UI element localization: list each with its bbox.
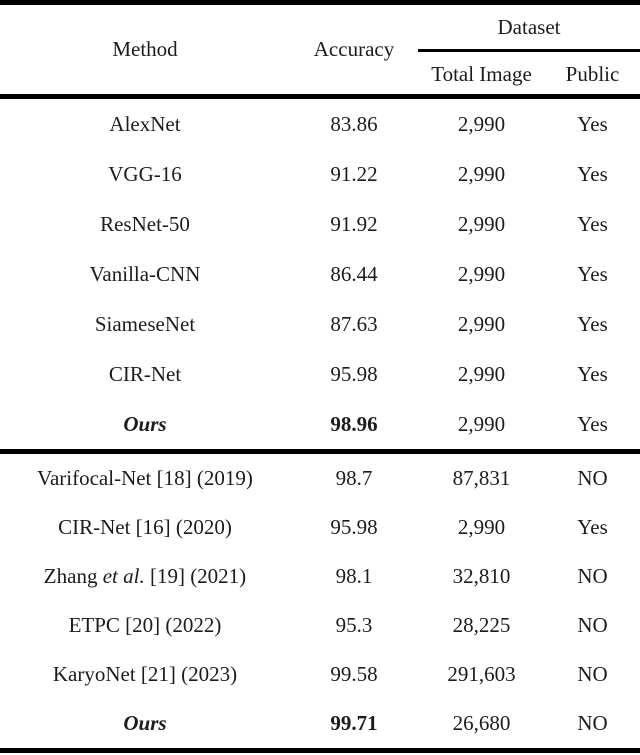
total-image-cell: 2,990 xyxy=(457,361,506,386)
accuracy-cell: 91.92 xyxy=(330,211,378,236)
total-image-cell: 2,990 xyxy=(457,111,506,136)
method-cell: Ours xyxy=(123,411,167,436)
table-row: Varifocal-Net [18] (2019) 98.7 87,831 NO xyxy=(0,454,640,503)
accuracy-cell: 91.22 xyxy=(330,161,378,186)
method-cell: VGG-16 xyxy=(108,161,182,186)
total-image-cell: 2,990 xyxy=(457,211,506,236)
accuracy-cell: 95.98 xyxy=(330,361,378,386)
public-cell: NO xyxy=(577,711,608,735)
total-image-cell: 87,831 xyxy=(452,466,511,490)
table-row: CIR-Net [16] (2020) 95.98 2,990 Yes xyxy=(0,503,640,552)
accuracy-cell: 95.98 xyxy=(330,515,378,539)
total-image-cell: 32,810 xyxy=(452,564,511,588)
table-row: SiameseNet 87.63 2,990 Yes xyxy=(0,299,640,349)
total-image-cell: 2,990 xyxy=(457,161,506,186)
method-cell: SiameseNet xyxy=(94,311,196,336)
accuracy-cell: 95.3 xyxy=(335,613,373,637)
column-header-method: Method xyxy=(112,37,178,61)
method-cell: AlexNet xyxy=(109,111,181,136)
table-row-ours: Ours 99.71 26,680 NO xyxy=(0,699,640,748)
accuracy-cell: 86.44 xyxy=(330,261,378,286)
table-row: Zhang et al. [19] (2021) 98.1 32,810 NO xyxy=(0,552,640,601)
table-row: Vanilla-CNN 86.44 2,990 Yes xyxy=(0,249,640,299)
method-cell: Zhang et al. [19] (2021) xyxy=(0,552,290,601)
public-cell: NO xyxy=(577,662,608,686)
table-section-literature: Varifocal-Net [18] (2019) 98.7 87,831 NO… xyxy=(0,454,640,748)
accuracy-cell: 83.86 xyxy=(330,111,378,136)
method-cell: ResNet-50 xyxy=(100,211,190,236)
method-text: [19] (2021) xyxy=(144,564,247,588)
dataset-subheaders: Total Image Public xyxy=(418,52,640,94)
public-cell: NO xyxy=(577,613,608,637)
accuracy-cell: 98.7 xyxy=(335,466,373,490)
public-cell: Yes xyxy=(577,361,608,386)
dataset-group-rule xyxy=(418,49,640,52)
table-top-rule xyxy=(0,0,640,5)
column-group-dataset: Dataset Total Image Public xyxy=(418,5,640,94)
accuracy-cell: 98.1 xyxy=(335,564,373,588)
total-image-cell: 2,990 xyxy=(457,411,506,436)
method-text-italic: et al. xyxy=(102,564,145,588)
column-header-public: Public xyxy=(565,61,620,86)
table-bottom-rule xyxy=(0,748,640,753)
method-cell: CIR-Net [16] (2020) xyxy=(58,515,232,539)
table-row-ours: Ours 98.96 2,990 Yes xyxy=(0,399,640,449)
accuracy-cell: 99.71 xyxy=(330,711,378,735)
table-row: AlexNet 83.86 2,990 Yes xyxy=(0,99,640,149)
table-row: KaryoNet [21] (2023) 99.58 291,603 NO xyxy=(0,650,640,699)
public-cell: Yes xyxy=(577,311,608,336)
header-bottom-rule xyxy=(0,94,640,99)
total-image-cell: 26,680 xyxy=(452,711,511,735)
accuracy-cell: 87.63 xyxy=(330,311,378,336)
public-cell: Yes xyxy=(577,111,608,136)
method-cell: KaryoNet [21] (2023) xyxy=(52,662,238,686)
table-section-baselines: AlexNet 83.86 2,990 Yes VGG-16 91.22 2,9… xyxy=(0,99,640,449)
total-image-cell: 2,990 xyxy=(457,261,506,286)
column-header-accuracy: Accuracy xyxy=(313,37,395,61)
public-cell: Yes xyxy=(577,411,608,436)
method-cell: Vanilla-CNN xyxy=(89,261,201,286)
accuracy-cell: 98.96 xyxy=(330,411,378,436)
accuracy-cell: 99.58 xyxy=(330,662,378,686)
table-row: ETPC [20] (2022) 95.3 28,225 NO xyxy=(0,601,640,650)
public-cell: Yes xyxy=(577,211,608,236)
table-header: Method Accuracy Dataset Total Image Publ… xyxy=(0,5,640,94)
method-text: Zhang xyxy=(43,564,103,588)
total-image-cell: 291,603 xyxy=(447,662,516,686)
table-row: VGG-16 91.22 2,990 Yes xyxy=(0,149,640,199)
public-cell: NO xyxy=(577,466,608,490)
total-image-cell: 2,990 xyxy=(457,311,506,336)
method-cell: Varifocal-Net [18] (2019) xyxy=(37,466,253,490)
public-cell: NO xyxy=(577,564,608,588)
public-cell: Yes xyxy=(577,261,608,286)
column-header-total-image: Total Image xyxy=(431,61,532,86)
section-divider-rule xyxy=(0,449,640,454)
column-header-dataset: Dataset xyxy=(497,14,561,39)
method-cell: CIR-Net xyxy=(108,361,182,386)
table-row: CIR-Net 95.98 2,990 Yes xyxy=(0,349,640,399)
method-cell: ETPC [20] (2022) xyxy=(68,613,222,637)
total-image-cell: 2,990 xyxy=(457,515,506,539)
public-cell: Yes xyxy=(577,161,608,186)
table-row: ResNet-50 91.92 2,990 Yes xyxy=(0,199,640,249)
public-cell: Yes xyxy=(577,515,608,539)
method-cell: Ours xyxy=(123,711,167,735)
total-image-cell: 28,225 xyxy=(452,613,511,637)
